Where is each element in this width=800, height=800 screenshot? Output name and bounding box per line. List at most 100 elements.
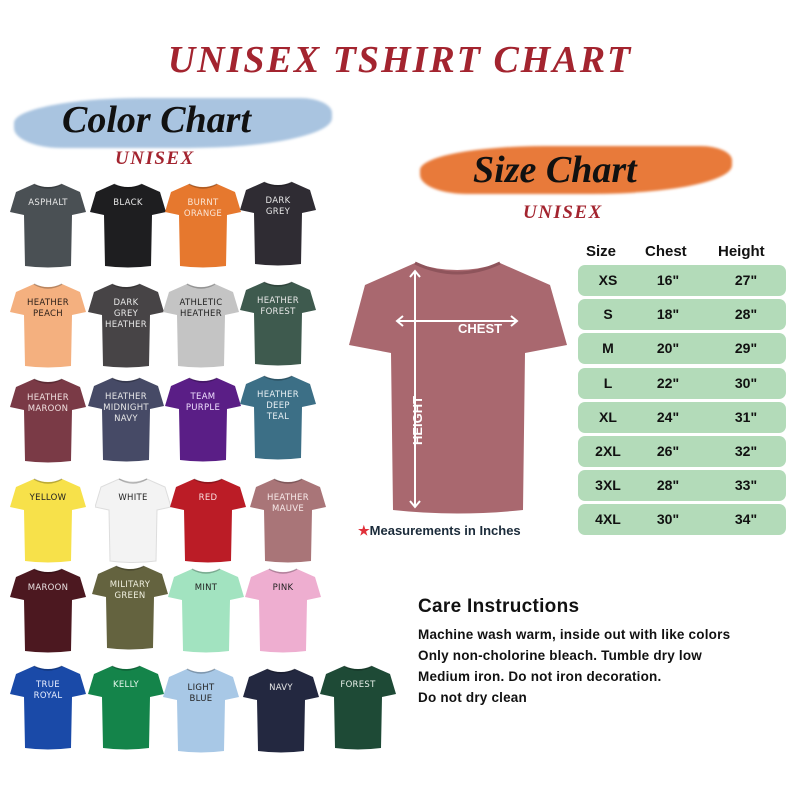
tshirt-icon xyxy=(10,283,86,368)
color-swatch: DARK GREY xyxy=(240,178,316,266)
size-cell: 2XL xyxy=(595,443,621,459)
height-cell: 28" xyxy=(734,306,758,323)
color-swatch: HEATHER PEACH xyxy=(10,280,86,368)
size-cell: S xyxy=(603,306,613,323)
chest-cell: 16" xyxy=(656,272,680,288)
color-swatch: HEATHER DEEP TEAL xyxy=(240,372,316,460)
color-label: DARK GREY xyxy=(265,196,291,217)
chest-label: CHEST xyxy=(458,321,503,336)
chest-cell: 24" xyxy=(656,408,680,425)
size-row-xl: XL 24" 31" xyxy=(578,401,786,433)
height-cell: 31" xyxy=(734,408,758,425)
color-label: YELLOW xyxy=(29,493,67,503)
size-row-2xl: 2XL 26" 32" xyxy=(578,436,786,467)
color-swatch: MAROON xyxy=(10,565,86,653)
color-swatch: BURNT ORANGE xyxy=(165,180,241,268)
color-swatch: MILITARY GREEN xyxy=(92,562,168,650)
tshirt-icon xyxy=(90,183,166,268)
color-swatch: YELLOW xyxy=(10,475,86,563)
shirt-collar xyxy=(414,261,501,275)
color-label: MINT xyxy=(194,583,218,593)
color-label: PINK xyxy=(272,583,294,593)
tshirt-icon xyxy=(10,183,86,268)
tshirt-icon xyxy=(320,665,396,750)
color-swatch: NAVY xyxy=(243,665,319,753)
height-cell: 32" xyxy=(734,443,758,459)
color-swatch: KELLY xyxy=(88,662,164,750)
tshirt-icon xyxy=(245,568,321,653)
page-title: UNISEX TSHIRT CHART xyxy=(167,39,633,81)
tshirt-icon xyxy=(10,478,86,563)
tshirt-icon xyxy=(243,668,319,753)
tshirt-icon xyxy=(240,375,316,460)
size-cell: L xyxy=(603,374,613,391)
size-row-l: L 22" 30" xyxy=(578,367,786,399)
chest-cell: 28" xyxy=(656,477,680,494)
tshirt-icon xyxy=(168,568,244,653)
color-swatch: LIGHT BLUE xyxy=(163,665,239,753)
color-label: KELLY xyxy=(113,680,139,690)
color-label: HEATHER DEEP TEAL xyxy=(257,390,299,422)
size-row-m: M 20" 29" xyxy=(578,333,786,365)
height-label: HEIGHT xyxy=(410,395,425,445)
note-text: Measurements in Inches xyxy=(369,523,521,538)
star-icon: ★ xyxy=(358,523,370,538)
color-swatch: ASPHALT xyxy=(10,180,86,268)
tshirt-icon xyxy=(163,668,239,753)
size-table-header: Size Chest Height xyxy=(578,243,788,263)
size-cell: XS xyxy=(598,272,618,288)
color-swatch: HEATHER MAUVE xyxy=(250,475,326,563)
tshirt-icon xyxy=(10,378,86,463)
header-chest: Chest xyxy=(645,243,687,260)
color-label: BLACK xyxy=(113,198,143,208)
tshirt-icon xyxy=(88,283,164,368)
chest-cell: 26" xyxy=(656,443,680,459)
color-label: HEATHER MAUVE xyxy=(267,493,309,514)
header-size: Size xyxy=(586,243,617,260)
height-cell: 29" xyxy=(734,340,758,357)
chest-cell: 22" xyxy=(656,374,680,391)
color-swatch: RED xyxy=(170,475,246,563)
tshirt-icon xyxy=(10,665,86,750)
color-label: LIGHT BLUE xyxy=(187,683,215,704)
color-label: MAROON xyxy=(27,583,69,593)
color-label: ATHLETIC HEATHER xyxy=(179,298,223,319)
color-chart-subtitle: UNISEX xyxy=(115,148,195,169)
care-line: Only non-cholorine bleach. Tumble dry lo… xyxy=(418,648,702,663)
color-label: HEATHER MIDNIGHT NAVY xyxy=(103,392,149,424)
color-swatch: BLACK xyxy=(90,180,166,268)
color-label: HEATHER FOREST xyxy=(257,296,299,317)
color-chart-brush xyxy=(14,98,332,148)
care-title: Care Instructions xyxy=(418,596,580,617)
color-label: DARK GREY HEATHER xyxy=(105,298,147,330)
color-swatch: FOREST xyxy=(320,662,396,750)
care-line: Do not dry clean xyxy=(418,690,527,705)
tshirt-icon xyxy=(163,283,239,368)
height-cell: 30" xyxy=(734,374,758,391)
tshirt-icon xyxy=(240,181,316,266)
height-cell: 27" xyxy=(734,272,758,288)
color-swatch: HEATHER MAROON xyxy=(10,375,86,463)
tshirt-icon xyxy=(10,568,86,653)
size-row-4xl: 4XL 30" 34" xyxy=(578,504,786,536)
tshirt-icon xyxy=(165,377,241,462)
size-cell: 4XL xyxy=(595,511,621,528)
size-row-3xl: 3XL 28" 33" xyxy=(578,470,786,502)
tshirt-icon xyxy=(250,478,326,563)
size-cell: 3XL xyxy=(595,477,621,494)
tshirt-icon xyxy=(88,665,164,750)
color-label: WHITE xyxy=(118,493,148,503)
chest-cell: 20" xyxy=(656,340,680,357)
color-label: TRUE ROYAL xyxy=(33,680,63,701)
tshirt-icon xyxy=(92,565,168,650)
height-cell: 34" xyxy=(734,511,758,528)
tshirt-icon xyxy=(170,478,246,563)
color-label: HEATHER MAROON xyxy=(27,393,69,414)
color-swatch: PINK xyxy=(245,565,321,653)
size-chart-subtitle: UNISEX xyxy=(523,202,603,223)
color-label: TEAM PURPLE xyxy=(185,392,221,413)
height-cell: 33" xyxy=(734,477,758,494)
color-chart-title: Color Chart xyxy=(62,99,252,141)
color-label: HEATHER PEACH xyxy=(27,298,69,319)
tshirt-icon xyxy=(165,183,241,268)
